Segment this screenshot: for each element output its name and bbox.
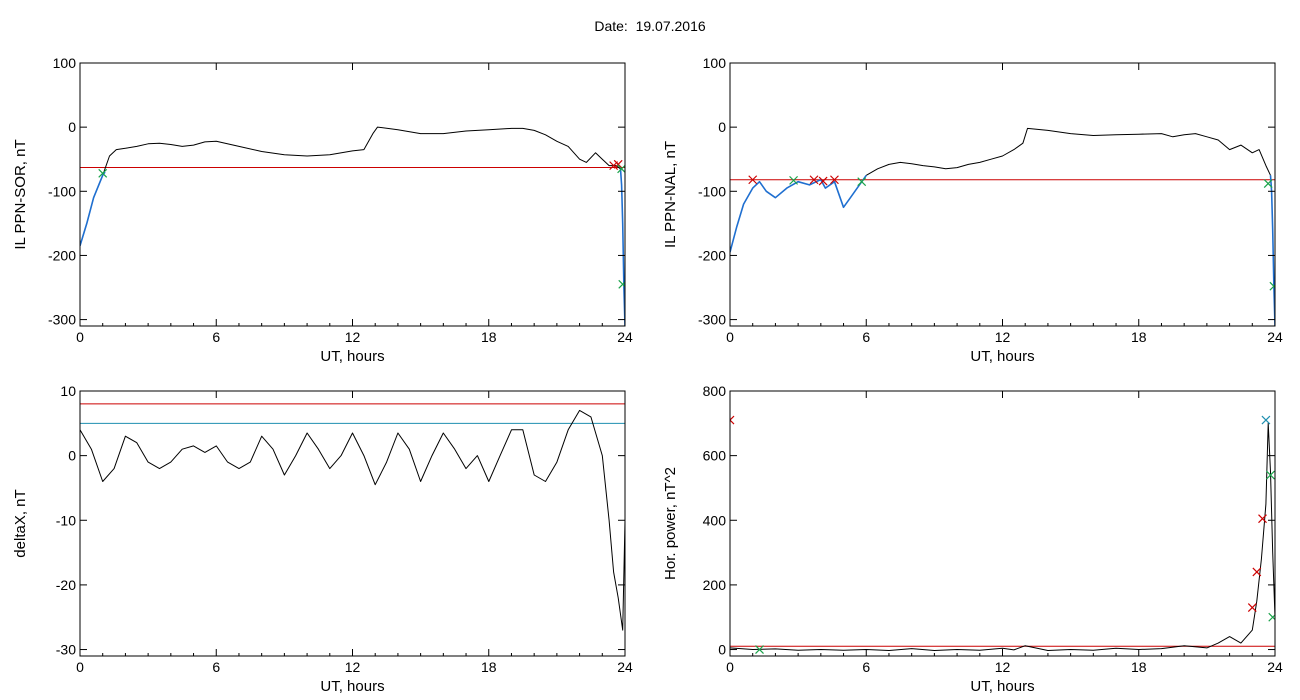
x-tick-label-3: 12 xyxy=(995,329,1011,345)
data-series-1 xyxy=(730,422,1275,651)
y-tick-label-3: -100 xyxy=(698,183,726,199)
y-axis-title: deltaX, nT xyxy=(12,489,29,557)
y-axis-title: IL PPN-NAL, nT xyxy=(662,141,679,248)
x-tick-label-2: 6 xyxy=(862,659,870,675)
date-header: Date: 19.07.2016 xyxy=(0,18,1300,34)
x-tick-label-1: 0 xyxy=(76,659,84,675)
data-series-1 xyxy=(80,409,625,631)
data-series-2 xyxy=(80,171,106,247)
x-axis-title: UT, hours xyxy=(320,678,384,695)
y-tick-label-3: -10 xyxy=(56,512,76,528)
x-axis-title: UT, hours xyxy=(320,348,384,365)
data-series-3 xyxy=(619,168,625,326)
data-marker-1 xyxy=(748,175,758,185)
chart-panel-4: 0 6 12 18 24 0 200 400 600 800 UT, hours Hor. power… xyxy=(662,383,1283,695)
x-tick-label-2: 6 xyxy=(862,329,870,345)
chart-panel-2: 0 6 12 18 24 -300 -200 -100 0 100 UT, hours IL PPN-… xyxy=(662,55,1283,365)
y-tick-label-5: 800 xyxy=(703,383,727,399)
x-tick-label-4: 18 xyxy=(1131,659,1147,675)
x-tick-label-5: 24 xyxy=(1267,329,1283,345)
x-tick-label-2: 6 xyxy=(212,329,220,345)
plot-area xyxy=(80,409,625,631)
x-tick-label-4: 18 xyxy=(1131,329,1147,345)
y-tick-label-2: -20 xyxy=(56,577,76,593)
x-tick-label-4: 18 xyxy=(481,659,497,675)
plot-frame xyxy=(729,62,1276,327)
chart-panel-3: 0 6 12 18 24 -30 -20 -10 0 10 UT, hours deltaX, nT xyxy=(12,383,633,695)
y-axis-title: Hor. power, nT^2 xyxy=(662,467,679,580)
data-marker-7 xyxy=(1263,179,1273,189)
data-series-3 xyxy=(1269,175,1275,326)
data-marker-2 xyxy=(755,645,764,654)
data-marker-5 xyxy=(618,279,625,289)
plot-frame xyxy=(729,390,1276,657)
x-tick-label-4: 18 xyxy=(481,329,497,345)
data-series-1 xyxy=(866,127,1271,176)
y-tick-label-2: -200 xyxy=(48,247,76,263)
data-marker-4 xyxy=(818,176,828,186)
data-marker-4 xyxy=(617,164,625,174)
y-tick-label-1: -300 xyxy=(48,312,76,328)
data-marker-3 xyxy=(613,159,623,169)
chart-panel-1: 0 6 12 18 24 -300 -200 -100 0 100 UT, hours IL PPN-… xyxy=(12,55,633,365)
y-tick-label-4: 0 xyxy=(68,448,76,464)
y-tick-label-5: 100 xyxy=(53,55,77,71)
y-tick-label-5: 100 xyxy=(703,55,727,71)
x-tick-label-1: 0 xyxy=(726,329,734,345)
plot-frame xyxy=(79,390,626,657)
plot-area xyxy=(730,415,1275,654)
data-marker-6 xyxy=(1261,415,1271,425)
data-marker-3 xyxy=(1247,603,1257,612)
x-tick-label-1: 0 xyxy=(726,659,734,675)
y-axis-title: IL PPN-SOR, nT xyxy=(12,139,29,249)
data-marker-2 xyxy=(789,175,799,185)
data-marker-7 xyxy=(1266,470,1275,480)
x-tick-label-5: 24 xyxy=(1267,659,1283,675)
x-tick-label-3: 12 xyxy=(995,659,1011,675)
x-axis-title: UT, hours xyxy=(970,348,1034,365)
x-tick-label-3: 12 xyxy=(345,329,361,345)
x-tick-label-5: 24 xyxy=(617,659,633,675)
y-tick-label-5: 10 xyxy=(60,383,76,399)
data-series-1 xyxy=(80,126,621,246)
data-marker-6 xyxy=(857,177,867,187)
y-tick-label-3: -100 xyxy=(48,183,76,199)
data-marker-8 xyxy=(1268,612,1275,622)
data-marker-1 xyxy=(98,168,108,178)
data-marker-5 xyxy=(830,175,839,185)
x-tick-label-1: 0 xyxy=(76,329,84,345)
plot-area xyxy=(80,126,625,326)
date-value: 19.07.2016 xyxy=(635,18,706,34)
data-series-2 xyxy=(730,174,867,253)
x-tick-label-3: 12 xyxy=(345,659,361,675)
data-marker-3 xyxy=(809,175,819,185)
data-marker-1 xyxy=(730,415,735,425)
date-label: Date: xyxy=(594,18,628,34)
data-marker-8 xyxy=(1269,281,1275,291)
y-tick-label-2: 200 xyxy=(703,577,727,593)
y-tick-label-4: 0 xyxy=(68,119,76,135)
y-tick-label-4: 0 xyxy=(718,119,726,135)
y-tick-label-1: -30 xyxy=(56,642,76,658)
x-axis-title: UT, hours xyxy=(970,678,1034,695)
data-marker-4 xyxy=(1252,567,1262,577)
y-tick-label-3: 400 xyxy=(703,512,727,528)
data-marker-5 xyxy=(1258,514,1267,524)
x-tick-label-5: 24 xyxy=(617,329,633,345)
plot-area xyxy=(730,127,1275,326)
y-tick-label-4: 600 xyxy=(703,448,727,464)
x-tick-label-2: 6 xyxy=(212,659,220,675)
plot-frame xyxy=(79,62,626,327)
y-tick-label-2: -200 xyxy=(698,247,726,263)
y-tick-label-1: 0 xyxy=(718,642,726,658)
y-tick-label-1: -300 xyxy=(698,312,726,328)
